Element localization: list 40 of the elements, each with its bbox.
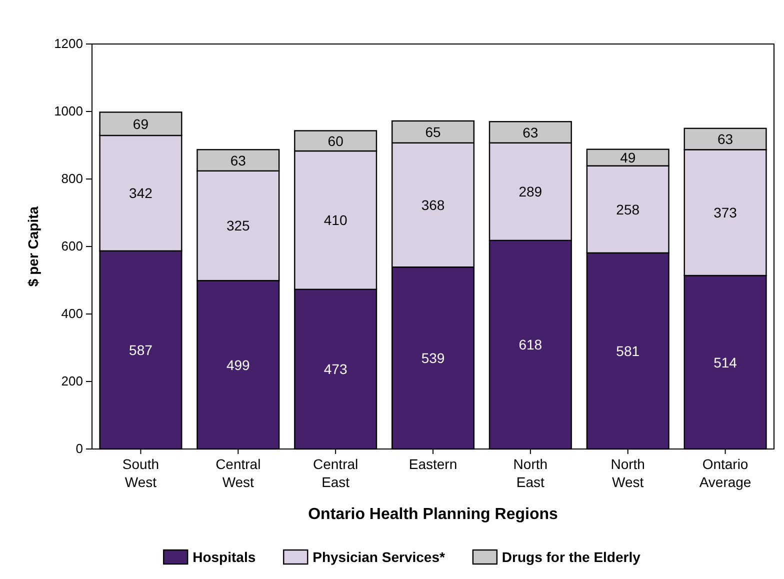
data-label: 581 <box>616 342 640 359</box>
data-label: 289 <box>518 184 542 200</box>
data-label: 60 <box>328 132 344 149</box>
y-axis-title: $ per Capita <box>25 206 41 287</box>
data-label: 539 <box>421 350 445 366</box>
data-label: 325 <box>226 218 250 234</box>
data-label: 63 <box>522 124 538 140</box>
data-label: 514 <box>714 354 738 370</box>
y-tick-label: 600 <box>61 238 83 254</box>
y-tick-label: 200 <box>61 374 83 389</box>
x-tick-label: North East <box>513 456 548 490</box>
data-label: 63 <box>717 131 734 148</box>
y-tick-label: 800 <box>61 171 83 186</box>
data-label: 368 <box>421 196 445 213</box>
data-label: 373 <box>714 204 738 221</box>
data-label: 587 <box>129 342 153 358</box>
data-label: 342 <box>129 185 153 202</box>
data-label: 473 <box>324 361 348 378</box>
x-tick-label: Central East <box>313 456 358 490</box>
y-tick-label: 1000 <box>54 104 83 119</box>
legend-label: Drugs for the Elderly <box>502 549 641 565</box>
legend-label: Physician Services* <box>312 549 446 565</box>
x-tick-label: Eastern <box>408 456 458 472</box>
x-tick-label: Central West <box>216 456 261 490</box>
data-label: 410 <box>324 212 348 228</box>
x-tick-label: South West <box>122 456 160 490</box>
data-label: 618 <box>518 336 542 353</box>
data-label: 258 <box>616 201 640 218</box>
data-label: 69 <box>132 116 149 132</box>
x-tick-label: North West <box>610 456 645 490</box>
x-tick-label: Ontario Average <box>699 456 752 490</box>
data-label: 65 <box>425 124 441 140</box>
x-axis-title: Ontario Health Planning Regions <box>308 506 558 523</box>
y-tick-label: 1200 <box>54 36 83 52</box>
y-tick-label: 400 <box>61 306 83 322</box>
y-tick-label: 0 <box>76 441 83 456</box>
data-label: 499 <box>226 356 250 373</box>
data-label: 63 <box>230 152 246 168</box>
legend-label: Hospitals <box>192 549 256 565</box>
data-label: 49 <box>620 150 636 166</box>
